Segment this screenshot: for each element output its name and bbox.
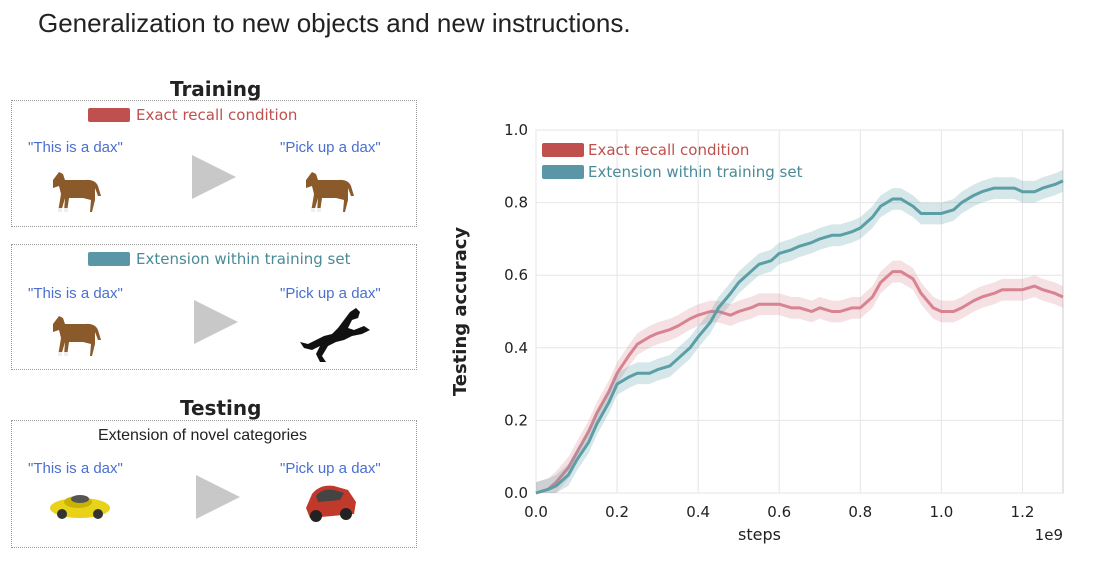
- accuracy-chart: 0.0 0.2 0.4 0.6 0.8 1.0 0.0 0.2 0.4 0.6 0.8 1.0 1.2 E…: [450, 121, 1064, 544]
- test-phrase: "Pick up a dax": [280, 285, 381, 302]
- training-heading: Training: [170, 77, 262, 101]
- y-tick-label: 0.4: [504, 339, 528, 357]
- y-tick-label: 1.0: [504, 121, 528, 139]
- y-tick-label: 0.8: [504, 194, 528, 212]
- brown-horse-icon: [306, 172, 354, 212]
- series-line: [535, 270, 1064, 495]
- exact-recall-legend: Exact recall condition: [88, 106, 297, 124]
- train-phrase: "This is a dax": [28, 139, 123, 156]
- train-phrase: "This is a dax": [28, 285, 123, 302]
- legend-label: Exact recall condition: [588, 141, 749, 159]
- x-tick-label: 0.6: [767, 503, 791, 521]
- novel-categories-box: [11, 420, 417, 548]
- y-tick-label: 0.2: [504, 411, 528, 429]
- train-phrase: "This is a dax": [28, 460, 123, 477]
- exact-recall-swatch: [88, 108, 130, 122]
- x-axis-label: steps: [738, 525, 781, 544]
- test-phrase: "Pick up a dax": [280, 139, 381, 156]
- red-car-icon: [306, 485, 356, 522]
- extension-within-legend: Extension within training set: [88, 250, 350, 268]
- x-tick-label: 0.0: [524, 503, 548, 521]
- legend-swatch: [542, 165, 584, 179]
- brown-horse-icon: [53, 172, 101, 212]
- x-axis-multiplier: 1e9: [1035, 526, 1063, 544]
- x-tick-label: 1.0: [929, 503, 953, 521]
- yellow-car-icon: [50, 495, 110, 519]
- x-tick-label: 0.8: [848, 503, 872, 521]
- brown-horse-icon: [53, 316, 101, 356]
- x-tick-label: 0.4: [686, 503, 710, 521]
- legend-label: Extension within training set: [588, 163, 803, 181]
- extension-within-label: Extension within training set: [136, 250, 351, 268]
- legend-swatch: [542, 143, 584, 157]
- extension-within-swatch: [88, 252, 130, 266]
- x-tick-label: 0.2: [605, 503, 629, 521]
- black-horse-silhouette-icon: [300, 308, 370, 362]
- y-tick-label: 0.6: [504, 266, 528, 284]
- y-tick-label: 0.0: [504, 484, 528, 502]
- y-axis-label: Testing accuracy: [450, 227, 471, 397]
- exact-recall-label: Exact recall condition: [136, 106, 298, 124]
- series-line: [535, 179, 1064, 495]
- exact-recall-box: [11, 100, 417, 227]
- test-phrase: "Pick up a dax": [280, 460, 381, 477]
- x-tick-label: 1.2: [1011, 503, 1035, 521]
- extension-within-box: [11, 244, 417, 370]
- play-arrow-icon: [196, 475, 240, 519]
- play-arrow-icon: [194, 300, 238, 344]
- testing-heading: Testing: [180, 396, 262, 420]
- slide-title: Generalization to new objects and new in…: [38, 8, 631, 38]
- novel-categories-subheading: Extension of novel categories: [98, 427, 308, 444]
- play-arrow-icon: [192, 155, 236, 199]
